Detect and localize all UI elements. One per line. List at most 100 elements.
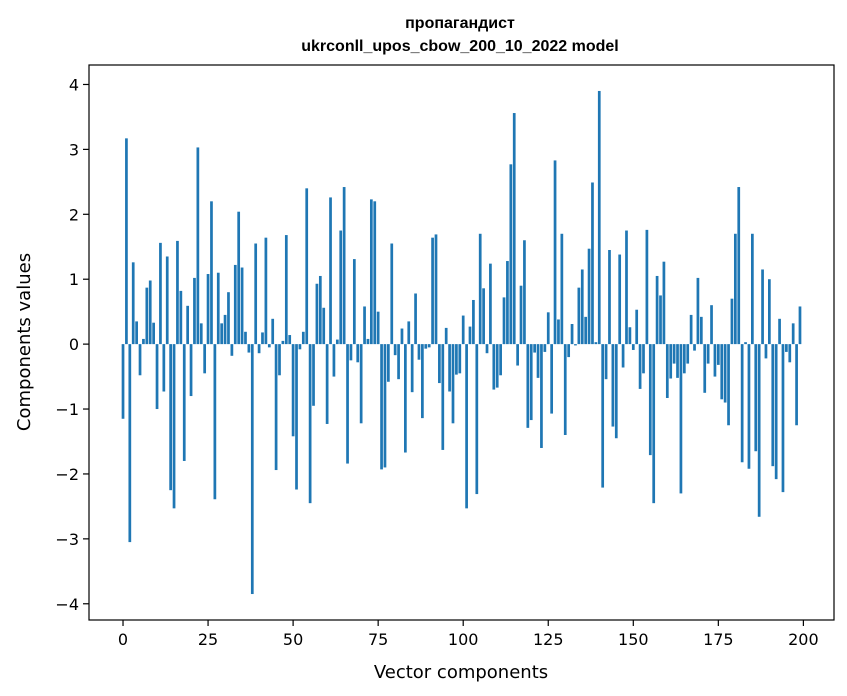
bar	[557, 319, 560, 345]
x-tick-label: 0	[118, 630, 128, 649]
bar	[373, 201, 377, 345]
bar	[455, 344, 458, 375]
bar	[659, 295, 662, 345]
bar	[312, 344, 315, 406]
bar	[121, 344, 125, 419]
bar	[618, 254, 622, 345]
bar	[155, 344, 159, 410]
bar	[512, 113, 516, 345]
bar	[601, 344, 605, 488]
bar	[689, 314, 693, 345]
bar	[444, 327, 448, 345]
y-axis-ticks: −4 −3 −2 −1 0 1 2 3 4	[55, 75, 89, 614]
bar	[540, 344, 543, 448]
bar	[519, 285, 523, 345]
bar	[550, 344, 554, 414]
bar	[716, 344, 720, 365]
bar	[509, 164, 513, 345]
bar	[495, 344, 499, 388]
bar	[244, 331, 247, 345]
bar	[278, 344, 281, 376]
bar	[189, 344, 193, 397]
y-tick-label: 0	[69, 335, 79, 354]
y-tick-label: −2	[55, 465, 79, 484]
bar	[393, 344, 397, 356]
bar	[621, 344, 625, 368]
y-tick-label: −4	[55, 595, 79, 614]
bar	[329, 197, 332, 345]
bar	[186, 305, 190, 345]
bar	[138, 344, 142, 376]
bar	[485, 344, 489, 354]
bar	[723, 344, 727, 403]
bar	[642, 344, 645, 374]
bar	[318, 275, 322, 345]
bar	[356, 344, 360, 363]
bar	[465, 344, 468, 509]
y-tick-label: 3	[69, 140, 79, 159]
bar	[665, 344, 669, 398]
bar	[774, 344, 778, 480]
bar	[342, 187, 346, 345]
bar	[397, 344, 400, 380]
bar	[271, 318, 275, 345]
bar	[247, 344, 251, 353]
x-tick-label: 50	[283, 630, 303, 649]
x-tick-label: 150	[618, 630, 649, 649]
bar	[376, 311, 380, 345]
bar	[778, 318, 781, 345]
bar	[710, 305, 713, 345]
bar	[693, 344, 696, 351]
x-axis-ticks: 0 25 50 75 100 125 150 175 200	[118, 620, 819, 649]
bar	[703, 344, 707, 393]
bar	[315, 283, 319, 345]
bar	[308, 344, 312, 504]
bar	[648, 344, 652, 456]
bar	[475, 344, 479, 495]
bar	[206, 274, 210, 345]
bar	[400, 328, 404, 345]
bar	[798, 306, 802, 345]
bar	[686, 344, 690, 364]
bar	[230, 344, 234, 356]
bar	[390, 243, 394, 345]
bar	[662, 261, 666, 345]
bar	[761, 269, 764, 345]
bar	[682, 344, 686, 374]
bar	[679, 344, 683, 494]
bar	[237, 211, 241, 345]
bar	[713, 344, 717, 377]
bar	[751, 233, 754, 345]
bar	[261, 332, 264, 345]
bar	[628, 327, 632, 345]
bar	[591, 182, 594, 345]
bar	[291, 344, 295, 437]
bar	[349, 344, 353, 361]
bar	[611, 344, 615, 427]
bar	[250, 344, 254, 595]
y-tick-label: −3	[55, 530, 79, 549]
bar	[740, 344, 744, 463]
bar	[424, 344, 428, 349]
bar	[216, 272, 220, 345]
bar	[213, 344, 217, 500]
bar	[580, 269, 584, 345]
bar	[468, 326, 472, 345]
bar	[706, 344, 710, 364]
bar	[322, 307, 326, 345]
bar	[414, 293, 417, 345]
bar	[631, 344, 635, 350]
bar	[785, 344, 788, 352]
bar	[672, 344, 676, 364]
bar	[383, 344, 387, 468]
bar	[159, 242, 162, 345]
bar	[781, 344, 785, 493]
bar	[458, 344, 462, 374]
x-tick-label: 200	[788, 630, 819, 649]
bar	[560, 233, 564, 345]
bar	[363, 306, 366, 345]
y-axis-label: Components values	[14, 253, 35, 431]
bar	[638, 344, 642, 389]
bar	[407, 321, 411, 345]
